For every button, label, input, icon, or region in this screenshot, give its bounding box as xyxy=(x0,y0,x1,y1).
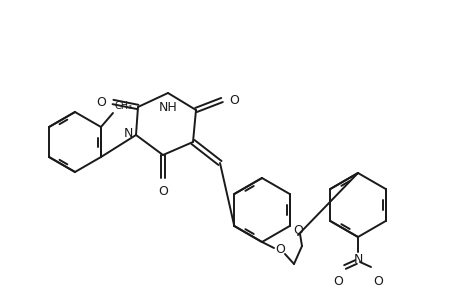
Text: O: O xyxy=(274,244,284,256)
Text: O: O xyxy=(229,94,238,106)
Text: O: O xyxy=(158,185,168,198)
Text: CH₃: CH₃ xyxy=(115,101,133,111)
Text: O: O xyxy=(332,275,342,288)
Text: N: N xyxy=(353,253,362,266)
Text: N: N xyxy=(123,127,133,140)
Text: O: O xyxy=(372,275,382,288)
Text: O: O xyxy=(292,224,302,236)
Text: NH: NH xyxy=(158,101,177,114)
Text: O: O xyxy=(96,95,106,109)
